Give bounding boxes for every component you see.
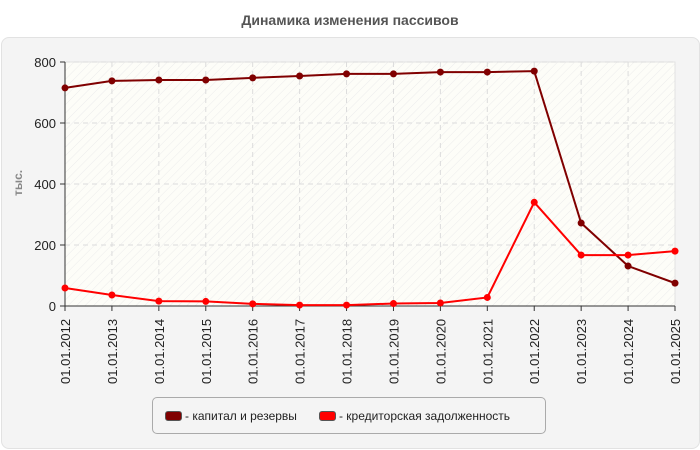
svg-text:01.01.2022: 01.01.2022 bbox=[527, 319, 542, 384]
legend: - капитал и резервы - кредиторская задол… bbox=[152, 397, 546, 434]
svg-text:01.01.2017: 01.01.2017 bbox=[293, 319, 308, 384]
legend-label: - капитал и резервы bbox=[185, 408, 297, 423]
svg-text:01.01.2012: 01.01.2012 bbox=[58, 319, 73, 384]
svg-text:01.01.2020: 01.01.2020 bbox=[433, 319, 448, 384]
svg-text:01.01.2013: 01.01.2013 bbox=[105, 319, 120, 384]
chart-title: Динамика изменения пассивов bbox=[241, 12, 459, 28]
svg-text:01.01.2014: 01.01.2014 bbox=[152, 319, 167, 384]
svg-text:600: 600 bbox=[34, 116, 56, 131]
legend-label: - кредиторская задолженность bbox=[338, 408, 511, 423]
svg-text:01.01.2015: 01.01.2015 bbox=[199, 319, 214, 384]
legend-swatch bbox=[318, 410, 336, 421]
svg-text:800: 800 bbox=[34, 55, 56, 70]
svg-text:400: 400 bbox=[34, 177, 56, 192]
svg-text:01.01.2024: 01.01.2024 bbox=[621, 319, 636, 384]
svg-text:01.01.2025: 01.01.2025 bbox=[668, 319, 683, 384]
svg-text:тыс.: тыс. bbox=[11, 170, 25, 196]
svg-text:01.01.2019: 01.01.2019 bbox=[386, 319, 401, 384]
legend-item-payables[interactable]: - кредиторская задолженность bbox=[318, 408, 511, 423]
svg-text:01.01.2021: 01.01.2021 bbox=[480, 319, 495, 384]
svg-text:01.01.2023: 01.01.2023 bbox=[574, 319, 589, 384]
legend-swatch bbox=[165, 410, 182, 421]
svg-text:01.01.2018: 01.01.2018 bbox=[340, 319, 355, 384]
svg-text:200: 200 bbox=[34, 238, 56, 253]
legend-item-capital[interactable]: - капитал и резервы bbox=[165, 409, 297, 423]
svg-text:01.01.2016: 01.01.2016 bbox=[246, 319, 261, 384]
svg-text:0: 0 bbox=[49, 299, 56, 314]
